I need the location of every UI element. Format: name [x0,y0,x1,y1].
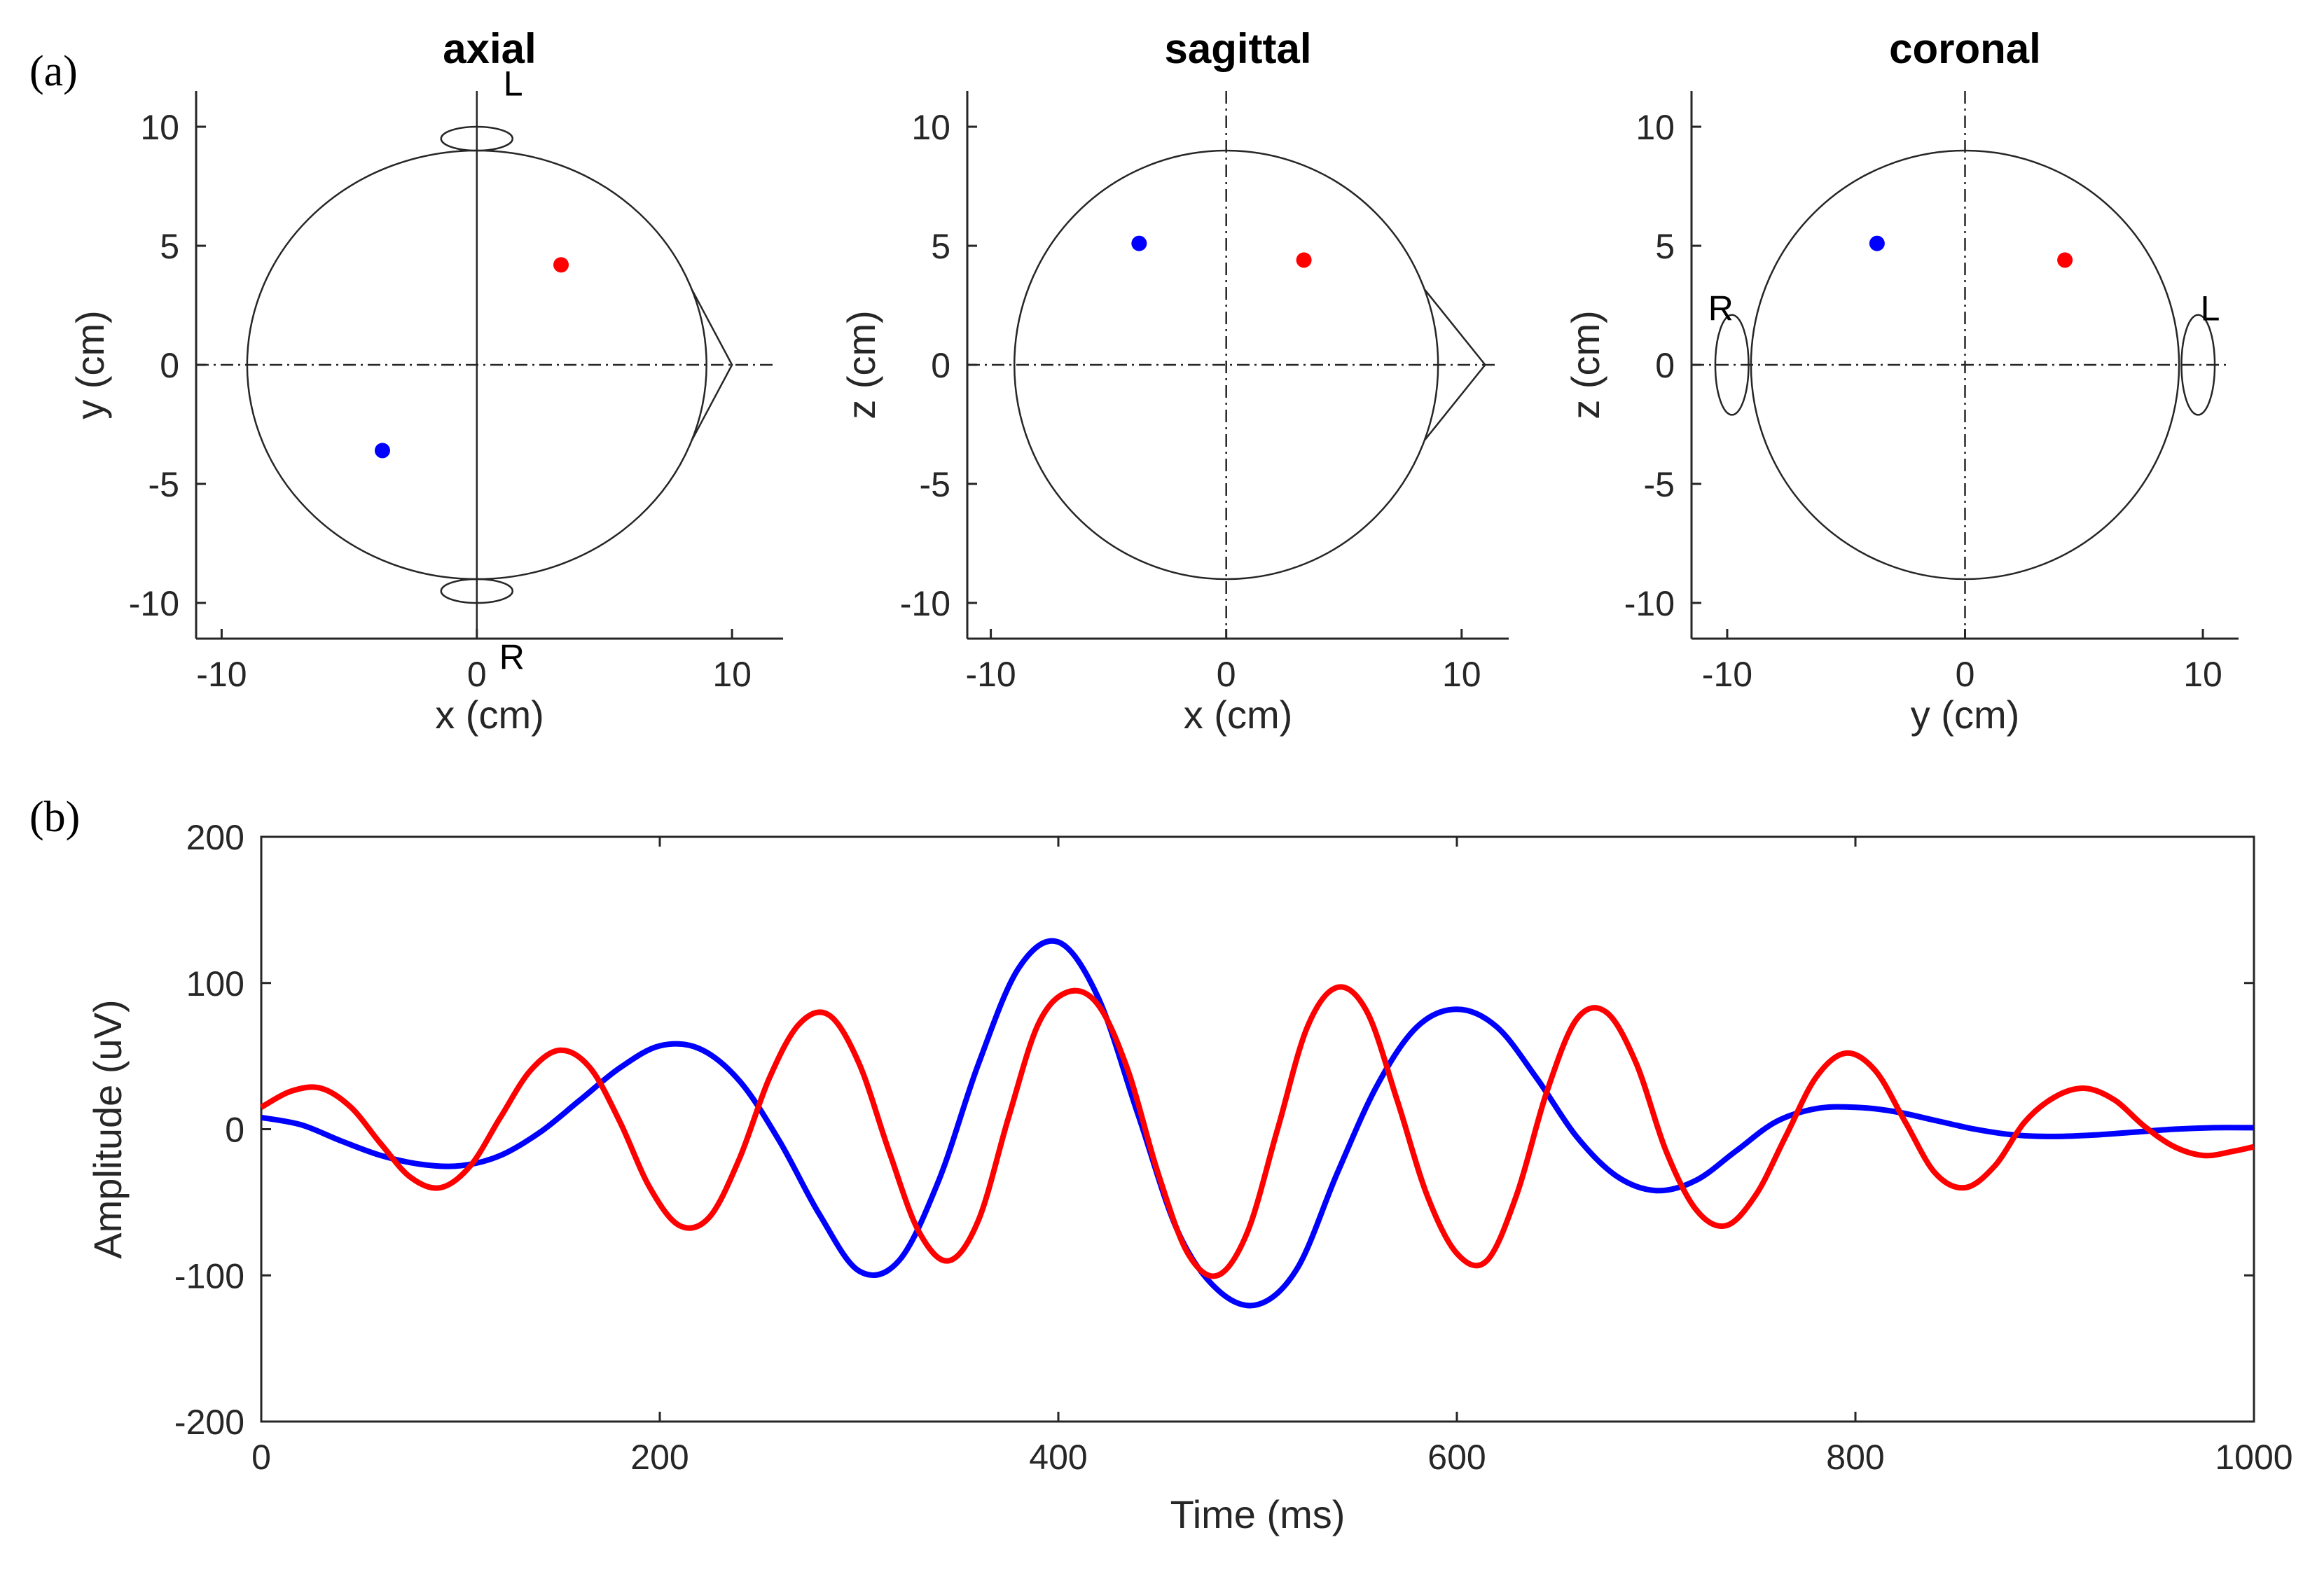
x-tick-label: 10 [1442,655,1481,694]
x-tick-label: 1000 [2215,1438,2292,1477]
y-tick-label: 100 [186,964,244,1003]
ear-label-R: R [1708,289,1734,328]
ear-label-R: R [499,637,525,676]
y-axis-label: Amplitude (uV) [85,999,130,1258]
y-tick-label: 0 [225,1111,244,1150]
y-tick-label: 10 [911,108,950,147]
y-tick-label: -5 [1644,465,1675,504]
ear-left [2180,314,2216,416]
y-tick-label: -5 [920,465,950,504]
x-tick-label: 0 [1956,655,1975,694]
data-point-blue-source [1869,235,1885,251]
y-tick-label: 5 [931,227,950,266]
y-tick-label: 10 [1635,108,1675,147]
x-tick-label: 800 [1826,1438,1884,1477]
y-tick-label: -10 [900,584,950,623]
x-tick-label: -10 [196,655,247,694]
x-axis-label: x (cm) [435,693,544,737]
chart-title: coronal [1889,25,2041,72]
x-tick-label: 200 [630,1438,689,1477]
x-axis-label: Time (ms) [1170,1492,1346,1536]
y-axis-label: z (cm) [839,310,883,419]
data-point-red-source [1296,252,1312,268]
chart-2: -10 0 10 -10 -5 0 5 10 x (cm) z (cm) sagittal [839,25,1509,737]
series-line-red [260,984,2255,1279]
nose-outline [691,289,733,441]
plot-frame [260,835,2255,1423]
chart-4: 0 200 400 600 800 1000 -200 -100 0 100 200 Time (ms… [85,818,2293,1536]
x-tick-label: 10 [712,655,752,694]
y-tick-label: 0 [160,346,179,385]
y-tick-label: -100 [174,1256,244,1295]
chart-title: sagittal [1164,25,1311,72]
x-tick-label: -10 [1702,655,1752,694]
x-axis-label: x (cm) [1184,693,1293,737]
x-tick-label: -10 [965,655,1016,694]
chart-title: axial [443,25,536,72]
ear-label-L: L [504,64,523,104]
panel-a-label: (a) [29,48,78,95]
ear-left [440,125,514,152]
x-tick-label: 0 [251,1438,271,1477]
series-line-blue [261,938,2255,1309]
y-axis-label: y (cm) [68,310,112,419]
y-tick-label: 5 [160,227,179,266]
chart-3: -10 0 10 -10 -5 0 5 10 y (cm) z (cm) coronal R L [1563,25,2239,737]
y-axis-label: z (cm) [1563,310,1607,419]
y-tick-label: -5 [148,465,179,504]
y-tick-label: 200 [186,818,244,857]
y-tick-label: -200 [174,1403,244,1442]
data-point-blue-source [374,443,390,459]
x-tick-label: 0 [1217,655,1236,694]
ear-right [440,578,514,604]
ear-right [1714,314,1750,416]
data-point-blue-source [1131,235,1147,251]
y-tick-label: -10 [1624,584,1675,623]
y-tick-label: 0 [931,346,950,385]
x-axis-label: y (cm) [1911,693,2020,737]
x-tick-label: 400 [1029,1438,1087,1477]
data-point-red-source [2057,252,2073,268]
x-tick-label: 0 [467,655,487,694]
y-tick-label: -10 [129,584,179,623]
y-tick-label: 5 [1655,227,1675,266]
data-point-red-source [553,257,569,273]
panel-b-label: (b) [29,793,80,841]
ear-label-L: L [2201,289,2220,328]
x-tick-label: 10 [2183,655,2222,694]
y-tick-label: 0 [1655,346,1675,385]
y-tick-label: 10 [140,108,179,147]
nose-outline [1423,289,1486,441]
x-tick-label: 600 [1427,1438,1486,1477]
